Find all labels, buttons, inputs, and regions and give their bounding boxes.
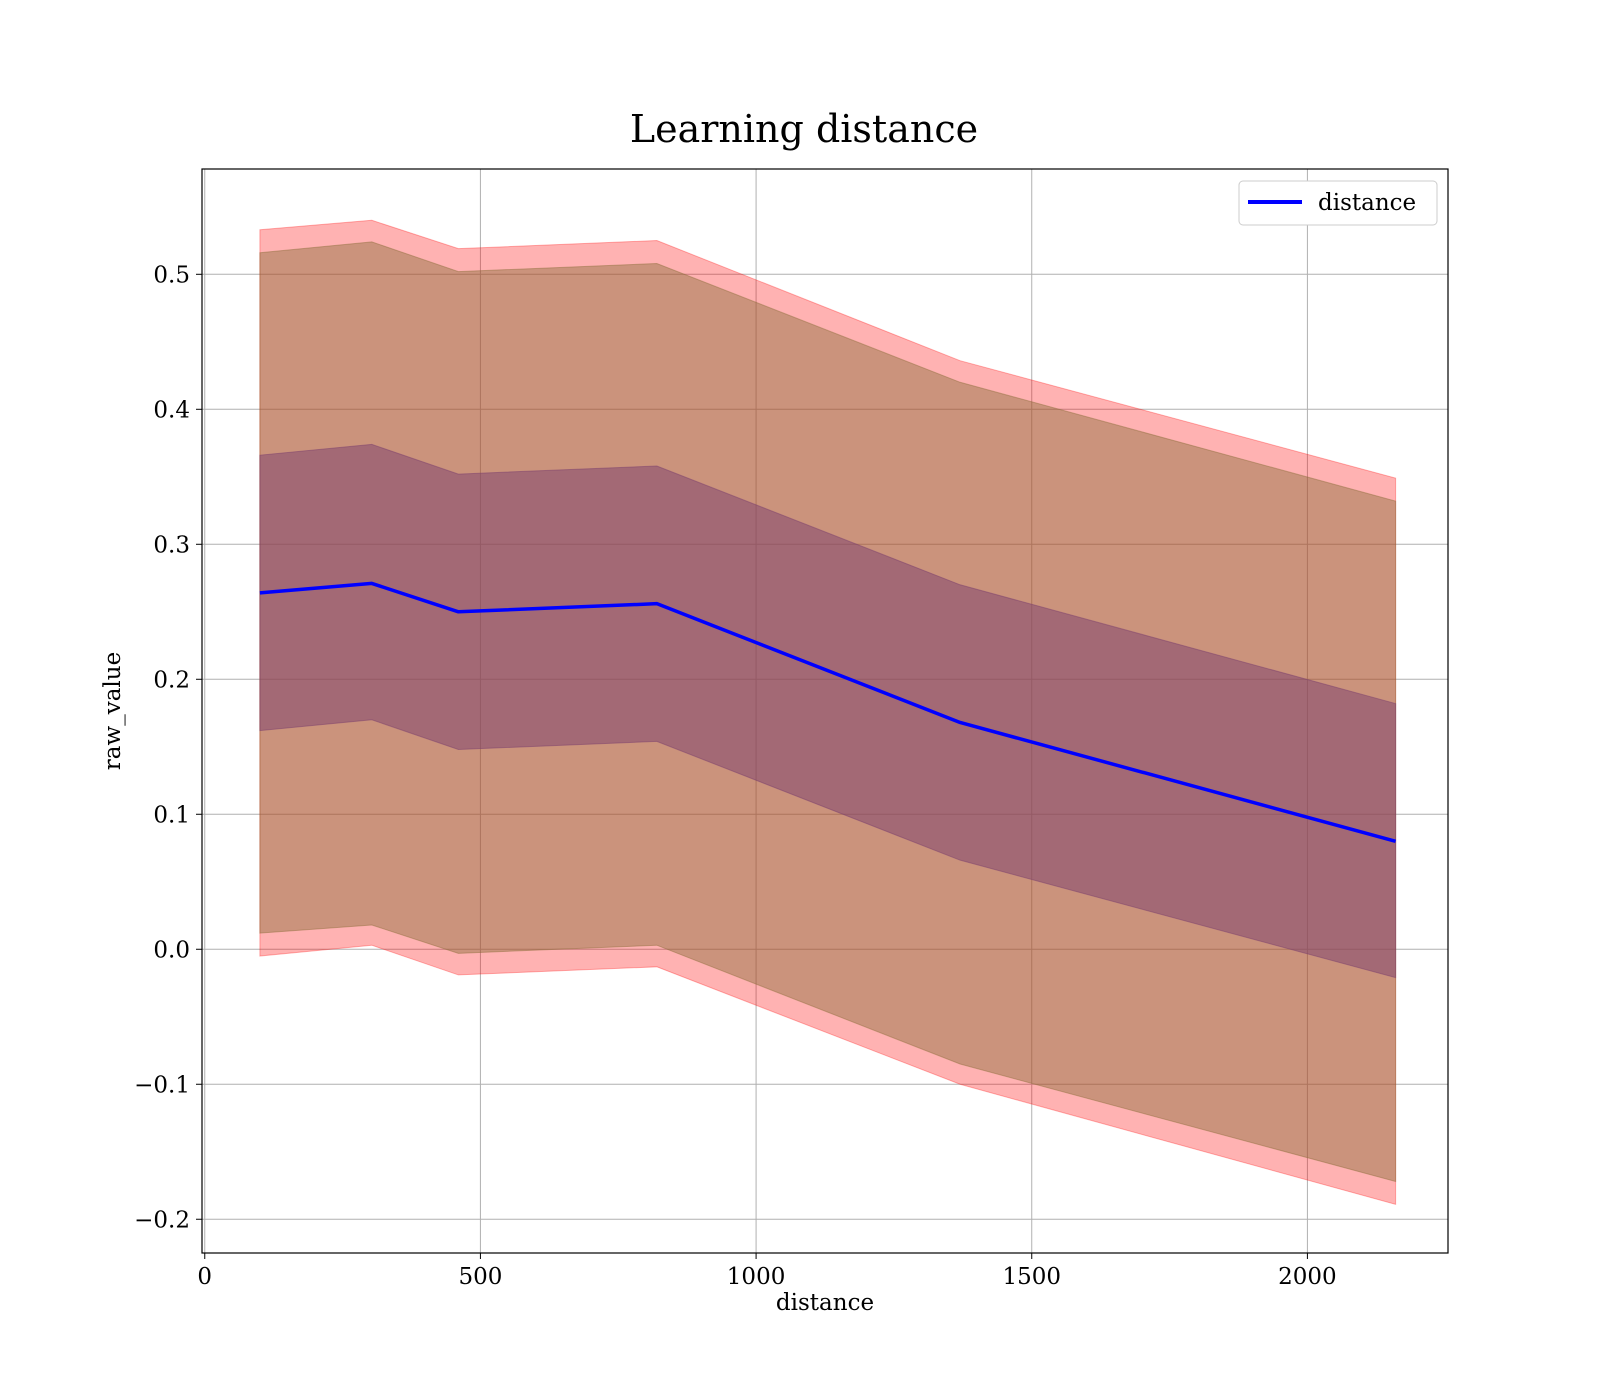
legend: distance [1238, 180, 1438, 226]
chart-title: Learning distance [630, 107, 978, 151]
confidence-bands [259, 219, 1397, 1206]
y-tick-label-4: 0.2 [153, 667, 190, 693]
series-lines [259, 581, 1397, 843]
y-axis-ticks: −0.2 −0.1 0.0 0.1 0.2 0.3 0.4 0.5 [134, 262, 202, 1233]
y-tick-label-1: −0.1 [134, 1072, 190, 1098]
plot-frame [201, 168, 1449, 1254]
x-tick-label-0: 0 [197, 1264, 212, 1290]
x-tick-label-4: 2000 [1278, 1264, 1337, 1290]
x-tick-label-1: 500 [458, 1264, 502, 1290]
y-tick-label-3: 0.1 [153, 802, 190, 828]
legend-label-distance: distance [1318, 190, 1416, 216]
x-tick-label-3: 1500 [1002, 1264, 1061, 1290]
x-tick-label-2: 1000 [727, 1264, 786, 1290]
y-tick-label-7: 0.5 [153, 262, 190, 288]
y-tick-label-5: 0.3 [153, 532, 190, 558]
y-tick-label-2: 0.0 [153, 937, 190, 963]
x-axis-label: distance [776, 1290, 874, 1316]
legend-box [1238, 180, 1438, 226]
y-tick-label-6: 0.4 [153, 397, 190, 423]
y-tick-label-0: −0.2 [134, 1207, 190, 1233]
series-line-0 [259, 581, 1397, 843]
x-axis-ticks: 0 500 1000 1500 2000 [197, 1253, 1337, 1290]
band-2 [259, 443, 1397, 979]
y-axis-label: raw_value [100, 652, 126, 770]
